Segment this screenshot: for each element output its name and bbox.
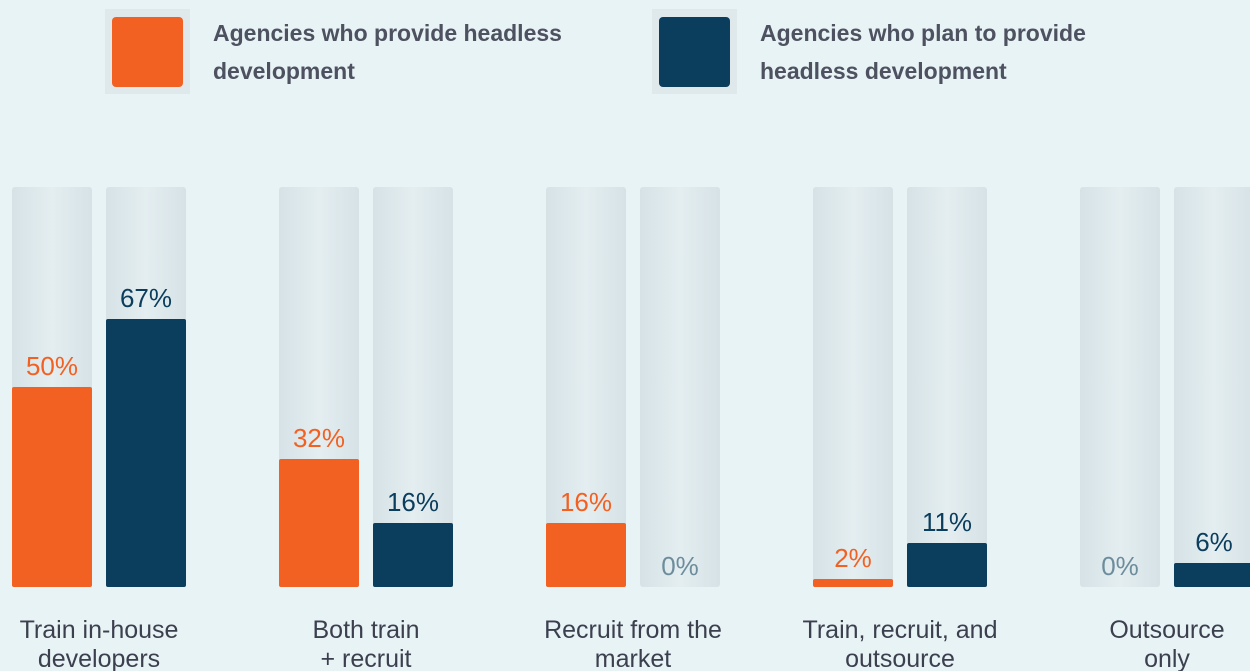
legend-item: Agencies who plan to provide headless de…: [652, 9, 1160, 94]
category-label: market: [595, 645, 671, 671]
bar-track: [1174, 187, 1250, 587]
category-label: only: [1144, 645, 1190, 671]
bar: [1174, 563, 1250, 587]
category-label: Train in-house: [20, 616, 179, 644]
legend-swatch: [659, 16, 730, 87]
value-label: 11%: [922, 507, 972, 537]
bar-track: [907, 187, 987, 587]
category-label: Outsource: [1109, 616, 1224, 644]
bar: [373, 523, 453, 587]
category-label: + recruit: [320, 645, 411, 671]
value-label: 6%: [1195, 527, 1233, 557]
value-label: 50%: [26, 351, 78, 381]
bar: [907, 543, 987, 587]
category-label: developers: [38, 645, 160, 671]
bar-track: [546, 187, 626, 587]
category-label: outsource: [845, 645, 955, 671]
category-label: Both train: [312, 616, 419, 644]
legend-box: [652, 9, 737, 94]
value-label: 67%: [120, 283, 172, 313]
bar: [106, 319, 186, 587]
bar: [813, 579, 893, 587]
value-label: 0%: [1101, 551, 1139, 581]
value-label: 32%: [293, 423, 345, 453]
bar-track: [640, 187, 720, 587]
bar: [12, 387, 92, 587]
bar-track: [813, 187, 893, 587]
legend-item: Agencies who provide headless developmen…: [105, 9, 613, 94]
value-label: 0%: [661, 551, 699, 581]
legend-label: Agencies who provide headless developmen…: [213, 19, 562, 84]
bar-track: [373, 187, 453, 587]
bar-track: [1080, 187, 1160, 587]
value-label: 16%: [560, 487, 612, 517]
bar: [546, 523, 626, 587]
legend-box: [105, 9, 190, 94]
value-label: 2%: [834, 543, 872, 573]
category-label: Recruit from the: [544, 616, 722, 644]
legend-swatch: [112, 16, 183, 87]
legend-label: Agencies who plan to provide headless de…: [760, 19, 1086, 84]
bar: [279, 459, 359, 587]
category-label: Train, recruit, and: [803, 616, 998, 644]
value-label: 16%: [387, 487, 439, 517]
